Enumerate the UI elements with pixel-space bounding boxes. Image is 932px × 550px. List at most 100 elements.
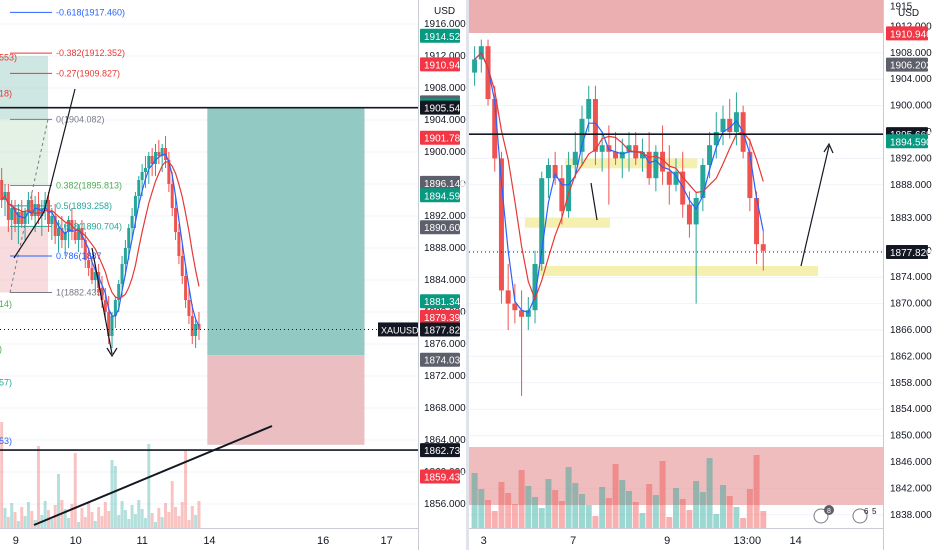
price-tag-label: 1910.946 [424, 60, 466, 71]
candle-body [133, 196, 137, 216]
price-tag[interactable] [420, 100, 460, 115]
volume-bar [740, 518, 747, 528]
highlight-zone[interactable] [524, 217, 610, 228]
right-time-axis[interactable]: 3 7 9 13:00 14 [481, 535, 802, 547]
price-tag[interactable] [420, 57, 460, 72]
candle-body [60, 228, 64, 240]
price-tag[interactable] [420, 443, 460, 458]
price-tick-label: 1888.000 [424, 243, 466, 254]
volume-bar [558, 501, 565, 528]
candle-body [26, 200, 30, 212]
volume-bar [77, 522, 81, 528]
volume-bar [545, 479, 552, 528]
volume-bar [194, 515, 198, 528]
candle-body [0, 180, 4, 200]
candle-body [30, 200, 34, 216]
volume-bar [659, 461, 666, 528]
price-tag[interactable] [886, 26, 928, 41]
candle-body [77, 228, 81, 240]
time-tick-label: 9 [13, 535, 19, 547]
supply-zone[interactable] [469, 0, 883, 33]
price-tick-label: 1842.000 [890, 483, 932, 494]
trend-line[interactable] [33, 425, 273, 526]
long-position-profit-zone[interactable] [207, 108, 365, 356]
price-tag[interactable] [420, 352, 460, 367]
candle-body [686, 204, 692, 225]
price-tick-label: 1858.000 [890, 378, 932, 389]
volume-bar [187, 520, 191, 528]
left-time-axis[interactable]: 9 10 11 14 16 17 [13, 535, 393, 547]
volume-bar [147, 444, 151, 528]
right-chart-panel[interactable]: 1838.000 1842.000 1846.000 1850.000 1854.000… [469, 0, 932, 550]
time-tick-label: 7 [570, 535, 576, 547]
candle-body [130, 216, 134, 228]
price-tag[interactable] [886, 134, 928, 149]
candle-body [150, 156, 154, 164]
price-tick-label: 1912.000 [424, 51, 466, 62]
time-tick-label: 11 [136, 535, 147, 547]
candle-body [653, 151, 659, 179]
path-arrow[interactable] [800, 145, 830, 267]
price-tag[interactable] [420, 309, 460, 324]
fib-level-label: 57) [0, 377, 12, 387]
volume-bar [679, 499, 686, 528]
candle-body [120, 264, 124, 284]
symbol-tag[interactable] [378, 322, 418, 337]
price-tag[interactable] [420, 130, 460, 145]
highlight-zone[interactable] [565, 158, 698, 169]
price-tag-label: 1862.737 [424, 446, 466, 457]
pane-separator[interactable] [466, 0, 469, 550]
price-tag[interactable] [420, 294, 460, 309]
candle-body [117, 284, 121, 300]
candle-body [33, 204, 37, 216]
right-price-axis[interactable]: 1838.000 1842.000 1846.000 1850.000 1854.000… [886, 2, 932, 521]
price-tick-label: 1856.000 [424, 499, 466, 510]
candle-body [36, 204, 40, 216]
price-tag[interactable] [886, 244, 928, 259]
moving-average-fast [1, 153, 200, 327]
price-tag[interactable] [420, 322, 460, 337]
candle-body [137, 180, 141, 196]
path-arrow[interactable] [13, 88, 76, 259]
price-tick-label: 1884.000 [424, 275, 466, 286]
lower-zone[interactable] [469, 447, 883, 505]
left-chart-panel[interactable]: -0.618(1917.460) -0.382(1912.352) -0.27(19… [0, 0, 466, 550]
candle-body [525, 310, 531, 317]
price-tick-label: 1883.000 [890, 213, 932, 224]
long-position-stop-zone[interactable] [207, 355, 365, 445]
volume-bar [733, 507, 740, 528]
volume-bar [190, 506, 194, 528]
candle-body [103, 300, 107, 312]
candle-body [10, 208, 14, 220]
volume-bar [70, 504, 74, 528]
volume-bar [673, 488, 679, 528]
price-tag[interactable] [886, 57, 928, 72]
event-icons[interactable]: 8 6 5 [813, 505, 877, 524]
candle-body [720, 118, 726, 132]
volume-bar [518, 470, 525, 528]
fib-level-label: 14) [0, 299, 12, 309]
price-tag[interactable] [420, 28, 460, 43]
path-arrow[interactable] [590, 182, 598, 221]
price-tag[interactable] [420, 175, 460, 190]
volume-bar [120, 501, 124, 528]
candle-body [90, 268, 94, 280]
arrow-head-icon [823, 142, 834, 154]
right-plot-background [469, 0, 883, 528]
us-flag-icon[interactable] [852, 508, 868, 524]
volume-bar [0, 422, 4, 528]
volume-bar [699, 492, 706, 528]
time-tick-label: 13:00 [734, 535, 762, 547]
price-tag[interactable] [420, 188, 460, 203]
volume-bar [117, 515, 121, 528]
price-tag[interactable] [420, 220, 460, 235]
candle-body [492, 99, 498, 159]
fib-level-label: 18) [0, 89, 12, 99]
left-price-axis[interactable]: 1856.0001860.0001864.0001868.0001872.000… [378, 19, 466, 510]
highlight-zone[interactable] [536, 265, 819, 276]
volume-bar [498, 482, 505, 528]
us-flag-icon[interactable] [813, 508, 829, 524]
price-tag[interactable] [420, 469, 460, 484]
path-arrow[interactable] [91, 247, 113, 355]
